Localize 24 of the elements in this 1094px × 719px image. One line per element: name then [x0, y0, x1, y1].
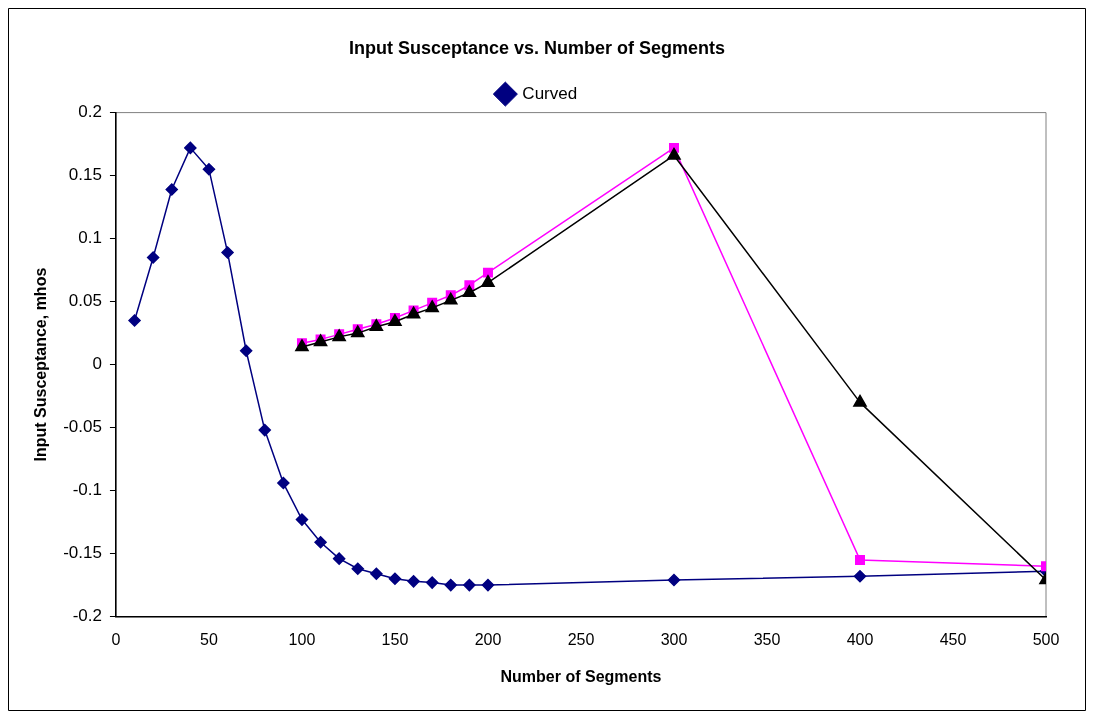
y-tick-label: -0.2: [72, 606, 102, 626]
x-tick-label: 500: [1032, 630, 1060, 648]
y-tick-label: 0: [92, 354, 102, 374]
x-tick-label: 450: [939, 630, 967, 648]
x-tick-label: 250: [567, 630, 595, 648]
x-tick-label: 0: [111, 630, 121, 648]
x-tick-label: 50: [200, 630, 218, 648]
x-tick-label: 150: [381, 630, 409, 648]
y-tick-label: 0.2: [78, 102, 102, 122]
x-tick-label: 200: [474, 630, 502, 648]
y-tick-label: 0.15: [68, 165, 102, 185]
y-tick-label: -0.05: [63, 417, 102, 437]
y-tick-label: -0.1: [72, 480, 102, 500]
x-tick-label: 100: [288, 630, 316, 648]
x-tick-label: 300: [660, 630, 688, 648]
y-tick-label: 0.05: [68, 291, 102, 311]
x-axis-title: Number of Segments: [500, 667, 662, 685]
x-tick-label: 350: [753, 630, 781, 648]
y-tick-label: 0.1: [78, 228, 102, 248]
y-tick-label: -0.15: [63, 543, 102, 563]
chart-title: Input Susceptance vs. Number of Segments: [348, 37, 726, 58]
legend-label: Curved: [522, 83, 578, 103]
x-tick-label: 400: [846, 630, 874, 648]
y-axis-title: Input Susceptance, mhos: [32, 267, 50, 462]
